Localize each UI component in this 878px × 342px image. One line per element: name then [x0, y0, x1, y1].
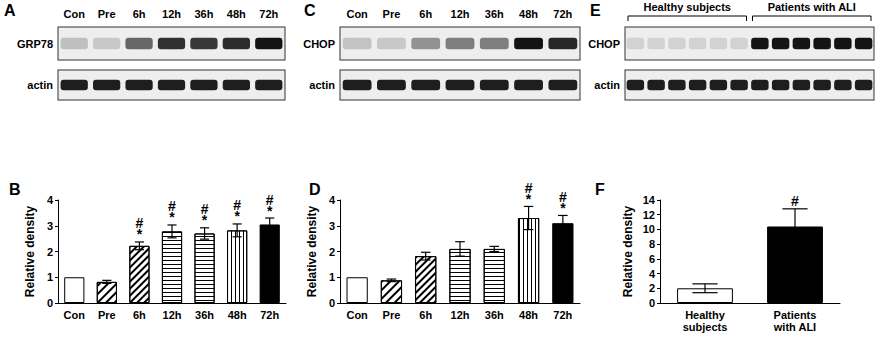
svg-text:*: * — [202, 212, 208, 228]
svg-text:actin: actin — [594, 79, 620, 91]
svg-text:CHOP: CHOP — [303, 38, 335, 50]
svg-text:10: 10 — [643, 223, 655, 235]
svg-text:Pre: Pre — [383, 309, 401, 321]
svg-text:actin: actin — [309, 79, 335, 91]
svg-text:36h: 36h — [195, 309, 214, 321]
svg-text:48h: 48h — [227, 8, 246, 20]
svg-text:4: 4 — [47, 194, 54, 206]
svg-text:2: 2 — [329, 246, 335, 258]
svg-text:36h: 36h — [485, 309, 504, 321]
svg-text:6h: 6h — [419, 8, 432, 20]
svg-text:E: E — [590, 2, 601, 19]
svg-text:72h: 72h — [553, 309, 572, 321]
svg-text:CHOP: CHOP — [588, 38, 620, 50]
svg-text:3: 3 — [47, 220, 53, 232]
svg-text:*: * — [137, 226, 143, 242]
svg-text:12h: 12h — [451, 8, 470, 20]
svg-text:Healthy subjects: Healthy subjects — [644, 1, 731, 13]
svg-text:4: 4 — [649, 268, 656, 280]
svg-text:Con: Con — [64, 8, 86, 20]
svg-text:Patients with ALI: Patients with ALI — [768, 1, 856, 13]
svg-text:Con: Con — [346, 309, 368, 321]
svg-text:0: 0 — [649, 297, 655, 309]
svg-text:72h: 72h — [553, 8, 572, 20]
svg-text:0: 0 — [329, 297, 335, 309]
svg-text:6: 6 — [649, 253, 655, 265]
svg-text:*: * — [169, 209, 175, 225]
svg-text:Relative density: Relative density — [305, 205, 319, 297]
svg-text:36h: 36h — [194, 8, 213, 20]
svg-text:72h: 72h — [259, 8, 278, 20]
svg-text:Healthy: Healthy — [685, 309, 726, 321]
svg-text:36h: 36h — [485, 8, 504, 20]
svg-text:8: 8 — [649, 238, 655, 250]
svg-text:Patients: Patients — [774, 309, 817, 321]
svg-text:1: 1 — [47, 271, 53, 283]
svg-text:2: 2 — [649, 282, 655, 294]
svg-text:*: * — [560, 200, 566, 216]
svg-text:6h: 6h — [419, 309, 432, 321]
svg-text:72h: 72h — [260, 309, 279, 321]
svg-text:12h: 12h — [451, 309, 470, 321]
svg-text:C: C — [304, 2, 316, 19]
svg-text:12h: 12h — [163, 309, 182, 321]
svg-text:A: A — [4, 2, 16, 19]
svg-text:subjects: subjects — [683, 321, 728, 333]
svg-text:3: 3 — [329, 220, 335, 232]
svg-text:*: * — [234, 208, 240, 224]
svg-text:48h: 48h — [519, 8, 538, 20]
svg-text:0: 0 — [47, 297, 53, 309]
svg-text:F: F — [595, 181, 605, 198]
svg-text:12: 12 — [643, 209, 655, 221]
svg-text:48h: 48h — [519, 309, 538, 321]
svg-text:4: 4 — [329, 194, 336, 206]
svg-text:48h: 48h — [228, 309, 247, 321]
svg-text:*: * — [526, 191, 532, 207]
svg-text:Pre: Pre — [98, 8, 116, 20]
svg-text:Con: Con — [346, 8, 368, 20]
svg-text:Pre: Pre — [98, 309, 116, 321]
svg-text:GRP78: GRP78 — [17, 38, 53, 50]
svg-text:14: 14 — [643, 194, 656, 206]
svg-text:1: 1 — [329, 271, 335, 283]
svg-text:*: * — [267, 203, 273, 219]
svg-text:B: B — [9, 181, 21, 198]
svg-text:D: D — [309, 181, 321, 198]
svg-text:2: 2 — [47, 246, 53, 258]
svg-text:6h: 6h — [133, 309, 146, 321]
svg-text:Relative density: Relative density — [23, 205, 37, 297]
svg-text:6h: 6h — [133, 8, 146, 20]
svg-text:12h: 12h — [162, 8, 181, 20]
svg-text:with ALI: with ALI — [773, 321, 816, 333]
svg-text:Pre: Pre — [383, 8, 401, 20]
svg-text:Con: Con — [64, 309, 86, 321]
svg-text:#: # — [791, 193, 799, 209]
svg-text:actin: actin — [27, 79, 53, 91]
svg-text:Relative density: Relative density — [621, 205, 635, 297]
